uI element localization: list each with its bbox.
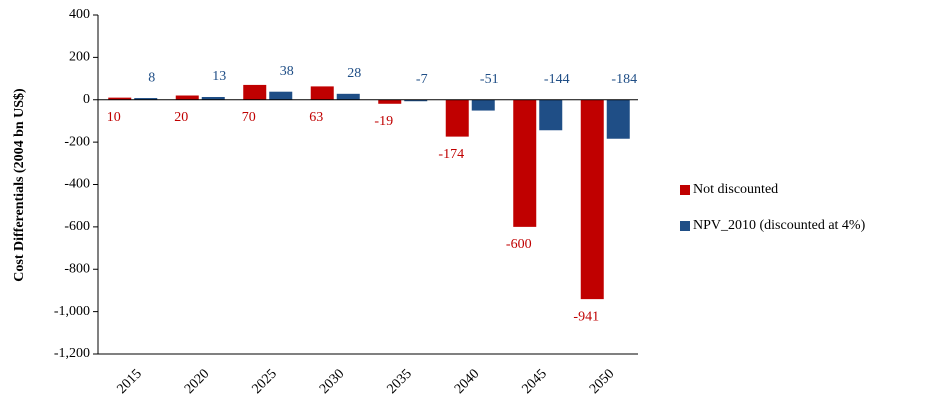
legend-label: NPV_2010 (discounted at 4%) [693,218,866,233]
x-tick-label: 2050 [587,366,617,396]
y-tick-label: -1,200 [54,346,90,361]
data-label: 70 [242,110,256,125]
data-label: 13 [212,69,226,84]
y-axis-title: Cost Differentials (2004 bn US$) [12,88,27,282]
bar [539,99,563,131]
x-tick-label: 2025 [249,366,279,396]
legend-label: Not discounted [693,182,778,197]
data-label: -144 [544,72,570,87]
data-label: 8 [148,70,155,85]
bar [201,96,225,100]
x-tick-label: 2030 [317,366,347,396]
y-tick-label: -400 [64,177,90,192]
y-tick-label: 400 [69,7,90,22]
bar [404,99,428,102]
data-label: 10 [107,110,121,125]
data-label: -7 [416,72,428,87]
x-tick-label: 2040 [452,366,482,396]
bar [445,99,469,137]
data-label: 20 [174,110,188,125]
bar [580,99,604,300]
data-label: 38 [280,64,294,79]
data-label: -184 [611,72,637,87]
bar [310,86,334,100]
legend-swatch [680,185,690,195]
data-label: -174 [438,147,464,162]
legend-swatch [680,221,690,231]
bar [378,99,402,104]
data-label: -600 [506,237,532,252]
data-label: -941 [573,309,599,324]
x-tick-label: 2045 [519,366,549,396]
bar [175,95,199,100]
y-tick-label: -1,000 [54,304,90,319]
data-label: 63 [309,110,323,125]
bar [108,97,132,100]
bar [471,99,495,111]
y-tick-label: -800 [64,261,90,276]
data-label: 28 [347,66,361,81]
x-tick-label: 2035 [384,366,414,396]
y-tick-label: -200 [64,134,90,149]
x-tick-label: 2015 [114,366,144,396]
y-tick-label: -600 [64,219,90,234]
bar [134,98,158,100]
y-tick-label: 200 [69,50,90,65]
bar [243,84,267,100]
data-label: -51 [480,72,499,87]
bar [606,99,630,139]
bar [336,93,360,100]
x-tick-label: 2020 [182,366,212,396]
bar [513,99,537,227]
data-label: -19 [374,114,393,129]
bar [269,91,293,100]
y-tick-label: 0 [83,92,90,107]
